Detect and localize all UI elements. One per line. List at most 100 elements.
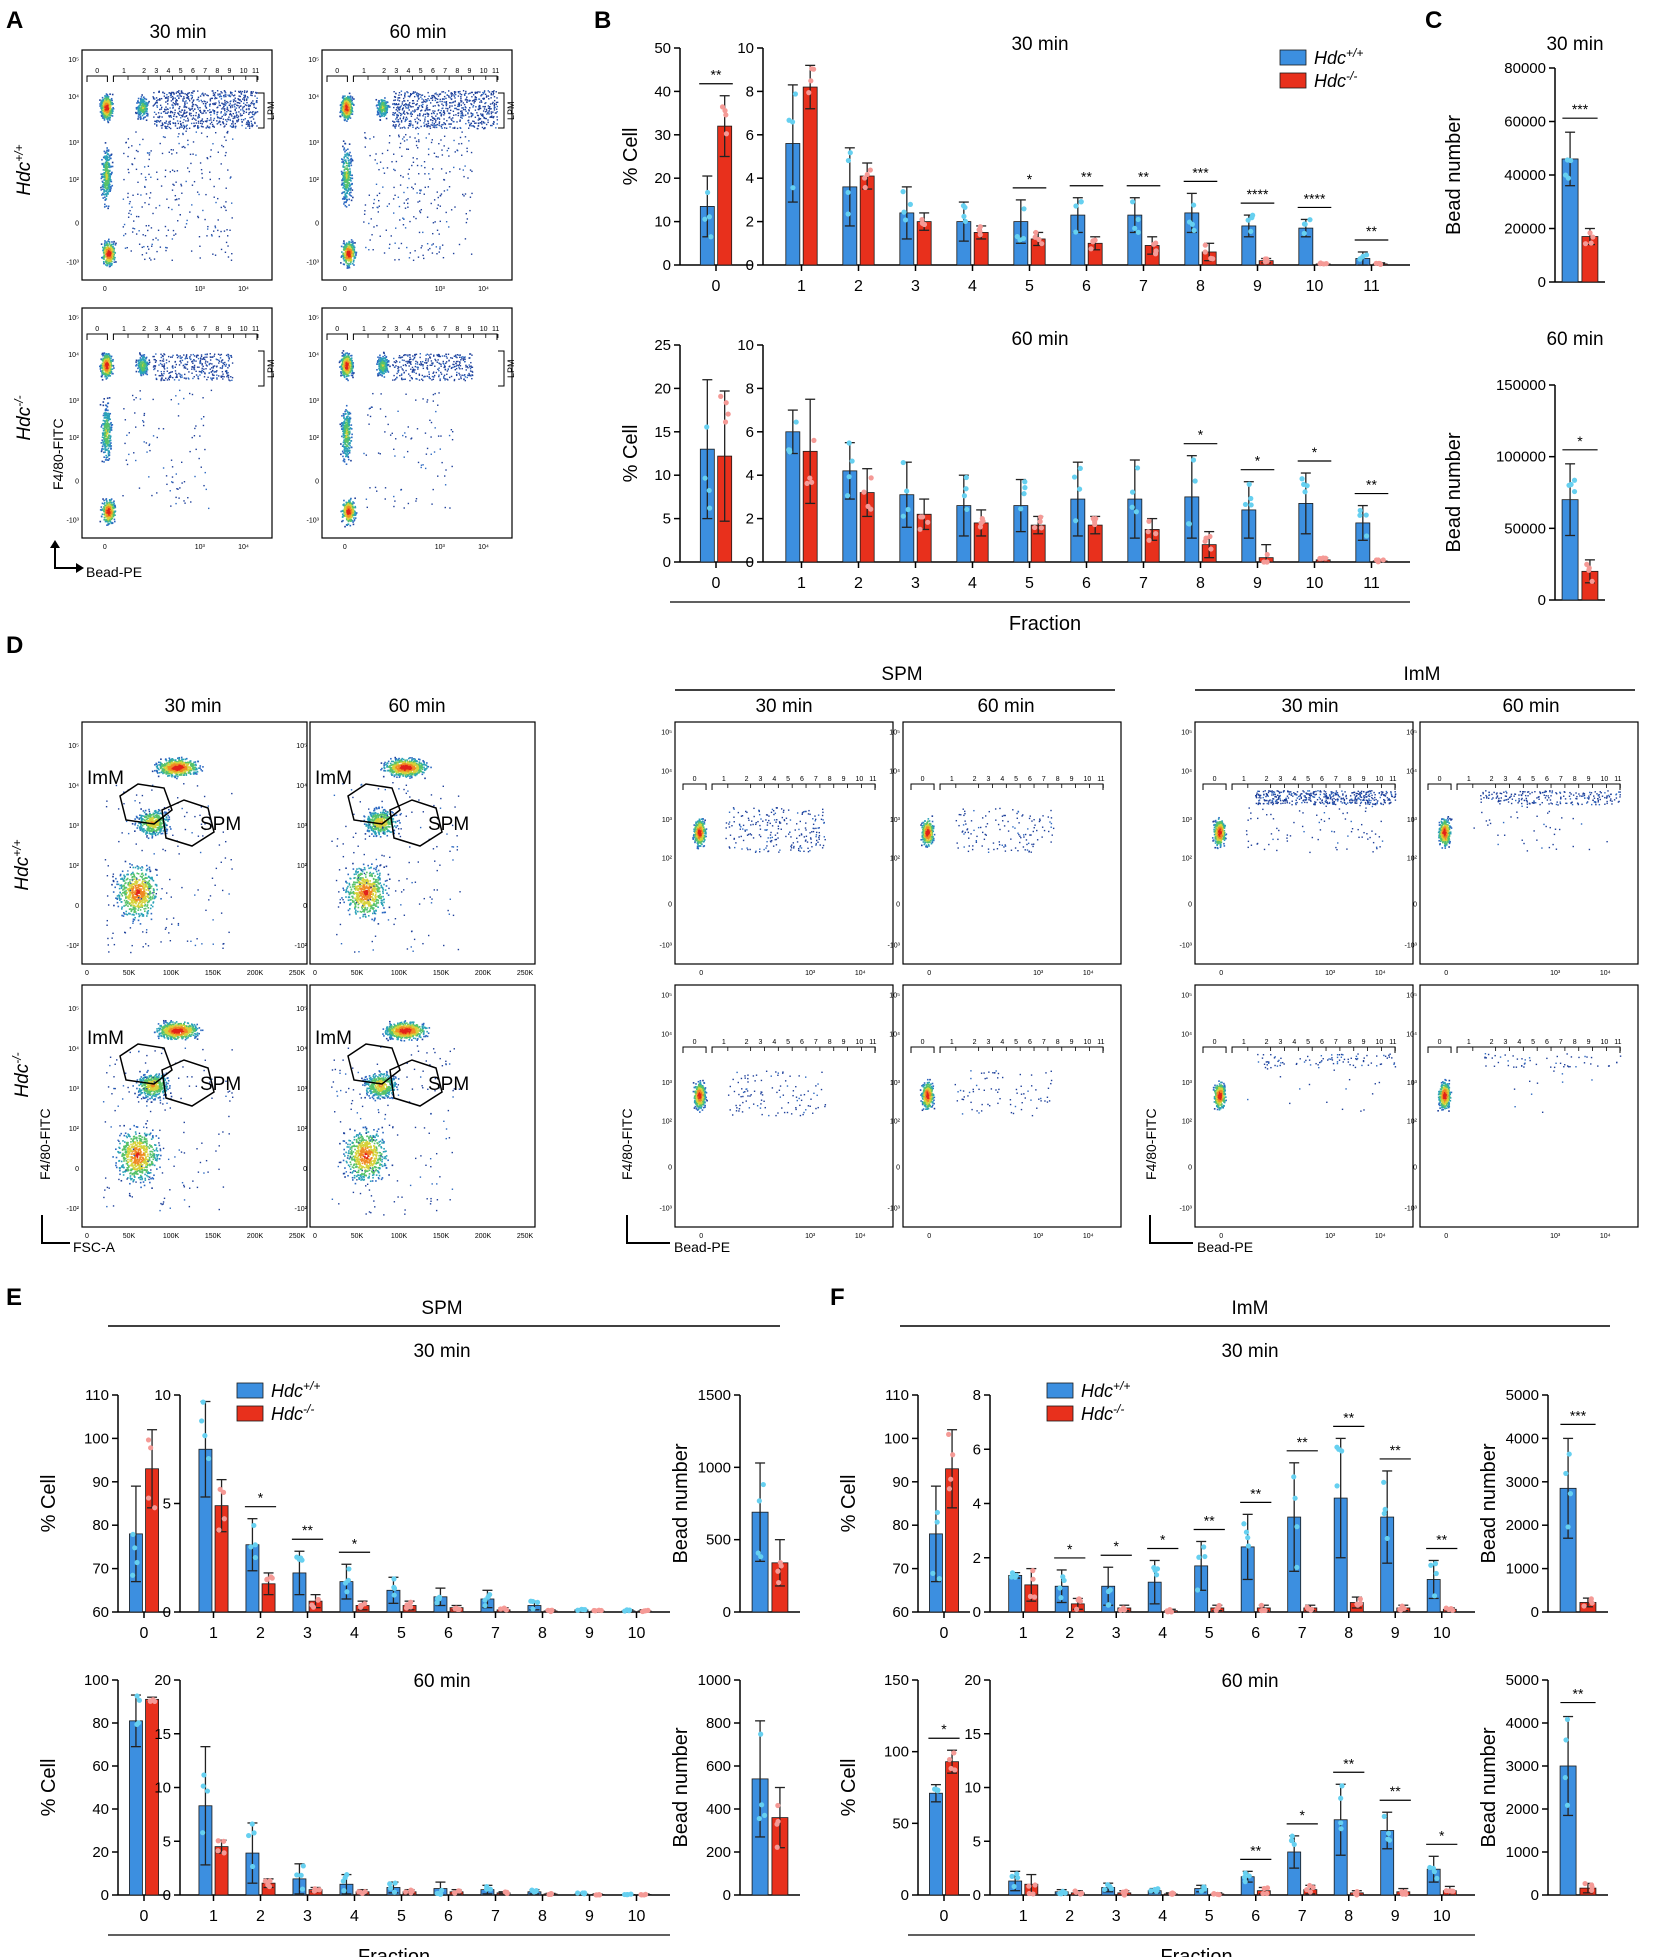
flow-event <box>105 254 107 256</box>
flow-event <box>256 125 257 126</box>
flow-event <box>142 108 144 110</box>
flow-event <box>104 240 106 242</box>
flow-event <box>169 127 170 128</box>
flow-event <box>114 261 116 263</box>
a-wt-30-lpm-label: LPM <box>266 101 276 120</box>
flow-event <box>231 92 232 93</box>
a-ylabel: F4/80-FITC <box>50 418 66 490</box>
a-wt-30-ytick-label: -10³ <box>67 260 80 267</box>
flow-event <box>226 124 227 125</box>
flow-event <box>106 150 108 152</box>
flow-event <box>110 174 112 176</box>
flow-event <box>109 115 111 117</box>
flow-event <box>106 177 108 179</box>
d-fsc-title-60: 60 min <box>388 696 445 717</box>
a-wt-30-gate-label: 1 <box>122 68 126 75</box>
flow-event <box>105 264 107 266</box>
flow-event <box>102 117 104 119</box>
a-wt-30-gate-label: 5 <box>179 68 183 75</box>
flow-event <box>112 104 114 106</box>
flow-event <box>101 257 103 259</box>
flow-event <box>109 119 111 121</box>
panel-label-c: C <box>1425 7 1442 34</box>
a-wt-30-gate-label: 2 <box>142 68 146 75</box>
d-genotype-wt: Hdc+/+ <box>10 839 33 890</box>
flow-event <box>229 105 230 106</box>
a-wt-30-ytick-label: 10² <box>69 177 80 184</box>
flow-event <box>102 186 104 188</box>
flow-event <box>107 119 109 121</box>
flow-event <box>110 187 112 189</box>
flow-event <box>217 90 218 91</box>
flow-event <box>106 178 108 180</box>
flow-event <box>193 123 194 124</box>
flow-event <box>110 113 112 115</box>
a-wt-30-gate-label: 6 <box>191 68 195 75</box>
flow-event <box>111 249 113 251</box>
flow-event <box>106 250 108 252</box>
a-wt-30-ytick-label: 0 <box>75 221 79 228</box>
flow-event <box>104 98 106 100</box>
flow-event <box>106 174 108 176</box>
flow-event <box>115 243 117 245</box>
flow-event <box>197 117 198 118</box>
flow-event <box>112 109 114 111</box>
flow-event <box>108 190 110 192</box>
flow-event <box>109 262 111 264</box>
flow-event <box>141 94 143 96</box>
flow-event <box>104 206 106 208</box>
flow-event <box>103 166 105 168</box>
panel-label-a: A <box>6 7 23 34</box>
flow-event <box>106 164 108 166</box>
flow-event <box>104 164 106 166</box>
flow-event <box>217 123 218 124</box>
flow-event <box>99 99 101 101</box>
flow-event <box>108 239 110 241</box>
flow-event <box>144 98 146 100</box>
flow-event <box>112 94 114 96</box>
flow-event <box>109 242 111 244</box>
figure-root: { "colors": {"wt": "#3c8fe0", "ko": "#e8… <box>0 0 1654 1957</box>
flow-event <box>113 249 115 251</box>
flow-event <box>218 100 219 101</box>
flow-event <box>111 172 113 174</box>
flow-event <box>103 164 105 166</box>
flow-event <box>111 100 113 102</box>
flow-event <box>142 115 144 117</box>
flow-event <box>104 156 106 158</box>
a-wt-30-gate-label: 9 <box>228 68 232 75</box>
flow-event <box>107 94 109 96</box>
flow-event <box>104 245 106 247</box>
flow-event <box>108 149 110 151</box>
flow-event <box>112 115 114 117</box>
flow-event <box>138 105 140 107</box>
flow-event <box>183 106 184 107</box>
flow-event <box>104 255 106 257</box>
e-header-30: 30 min <box>413 1341 470 1362</box>
d-imm-ylabel: F4/80-FITC <box>1143 1108 1159 1180</box>
flow-event <box>100 187 102 189</box>
flow-event <box>103 179 105 181</box>
flow-event <box>105 260 107 262</box>
flow-event <box>114 251 116 253</box>
flow-event <box>202 101 203 102</box>
flow-event <box>100 173 102 175</box>
flow-event <box>104 110 106 112</box>
flow-event <box>246 102 247 103</box>
flow-event <box>111 241 113 243</box>
flow-event <box>107 172 109 174</box>
flow-event <box>106 147 108 149</box>
a-title-60: 60 min <box>389 22 446 43</box>
flow-event <box>103 176 105 178</box>
flow-event <box>104 112 106 114</box>
d-spm-header: SPM <box>881 664 922 685</box>
figure-canvas: A B C D E F 30 min 60 min Hdc+/+ Hdc-/- … <box>0 0 1654 1957</box>
flow-event <box>110 154 112 156</box>
panel-label-d: D <box>6 632 23 659</box>
flow-event <box>108 180 110 182</box>
flow-event <box>103 191 105 193</box>
flow-event <box>104 250 106 252</box>
flow-event <box>244 92 245 93</box>
d-spm-xlabel: Bead-PE <box>674 1239 730 1255</box>
flow-event <box>102 250 104 252</box>
